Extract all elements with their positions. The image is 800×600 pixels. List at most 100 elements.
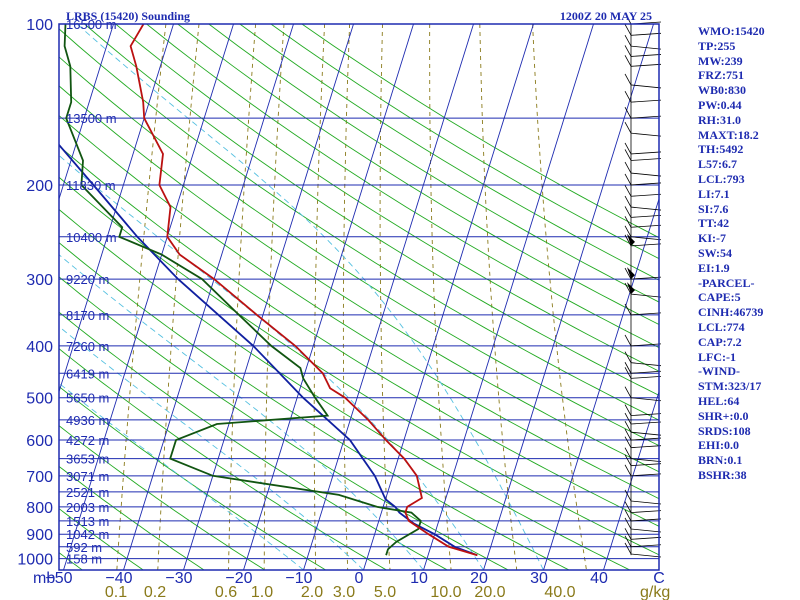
wind-barb-staff (630, 312, 662, 316)
mixing-ratio-unit: g/kg (640, 584, 670, 600)
wind-barb-feather (624, 447, 632, 459)
temperature-tick-label: −30 (165, 570, 192, 587)
dry-adiabat (239, 24, 659, 281)
index-item: EHI:0.0 (698, 438, 740, 453)
temperature-tick-label: −40 (105, 570, 132, 587)
moist-adiabat (76, 24, 544, 570)
wind-barb-feather (624, 267, 632, 280)
height-label: 13500 m (66, 111, 117, 126)
wind-barb-feather (624, 55, 632, 67)
wind-barb-feather (624, 420, 632, 433)
wind-barb (624, 34, 662, 50)
mixing-ratio-label: 20.0 (474, 584, 505, 600)
isotherm (183, 24, 354, 570)
mixing-ratio-label: 2.0 (301, 584, 323, 600)
wind-barb-feather (624, 34, 632, 47)
wind-barb-feather (624, 45, 632, 57)
wind-barb-staff (630, 536, 662, 540)
temperature-tick-label: 0 (355, 570, 364, 587)
mixing-ratio-label: 0.6 (215, 584, 237, 600)
dry-adiabat (59, 28, 659, 421)
index-item: -WIND- (698, 364, 740, 379)
isotherm (603, 390, 659, 570)
dry-adiabat (59, 508, 144, 570)
wind-barb-staff (630, 544, 662, 548)
wind-barb (624, 501, 662, 513)
dry-adiabat (59, 56, 659, 447)
pressure-tick-label: 600 (26, 433, 53, 450)
index-item: LCL:793 (698, 171, 745, 186)
wind-barb-feather (624, 436, 632, 448)
height-label: 8170 m (66, 308, 109, 323)
temperature-tick-label: −20 (225, 570, 252, 587)
wind-barb-feather (624, 362, 632, 374)
wind-barb (624, 489, 662, 505)
wind-barb-staff (630, 293, 662, 298)
temperature-line (129, 24, 478, 557)
wind-barb-staff (630, 421, 662, 425)
index-item: LI:7.1 (698, 186, 730, 201)
height-label: 3071 m (66, 469, 109, 484)
dry-adiabat (59, 85, 659, 473)
wind-barb-staff (630, 115, 662, 119)
wind-barb (624, 149, 662, 161)
index-item: STM:323/17 (698, 379, 762, 394)
wind-barb-feather (624, 173, 632, 186)
height-label: 2521 m (66, 485, 109, 500)
isotherm (63, 24, 234, 570)
wind-barb (624, 303, 662, 316)
wind-barb (624, 351, 662, 367)
wind-barb-feather (624, 501, 632, 513)
index-item: MW:239 (698, 53, 743, 68)
wind-barb-feather (624, 517, 632, 530)
index-item: BRN:0.1 (698, 453, 743, 468)
wind-barb-feather (624, 185, 632, 197)
wind-barb-staff (630, 45, 662, 50)
wind-barb-feather (624, 454, 632, 466)
height-label: 6419 m (66, 366, 109, 381)
wind-barb-staff (630, 458, 662, 463)
dry-adiabat (208, 24, 659, 303)
wind-barb-staff (630, 151, 662, 155)
dry-adiabat (59, 208, 631, 570)
background-grid (59, 24, 659, 570)
height-label: 1513 m (66, 514, 109, 529)
wind-barb-staff (630, 518, 662, 522)
moist-adiabat (59, 254, 424, 570)
mixing-ratio-label: 5.0 (374, 584, 396, 600)
wind-barb (624, 45, 662, 57)
wind-barb (624, 334, 662, 347)
wind-barb-feather (624, 225, 632, 237)
indices-panel: WMO:15420 TP:255 MW:239 FRZ:751 WB0:830 PW:0.… (698, 24, 798, 483)
wind-barb-staff (630, 63, 662, 67)
wind-barb (624, 161, 662, 177)
index-item: WMO:15420 (698, 24, 765, 38)
wind-barb (624, 367, 662, 379)
temperature-tick-label: 20 (470, 570, 488, 587)
wind-barb-feather (624, 282, 632, 295)
pressure-tick-label: 200 (26, 178, 53, 195)
wind-barb-staff (630, 375, 662, 379)
height-label: 9220 m (66, 272, 109, 287)
wind-barb-feather (624, 12, 632, 25)
index-item: TP:255 (698, 38, 736, 53)
wind-axis-label: C (653, 570, 665, 587)
wind-barb-feather (624, 216, 632, 228)
wind-barb-pennant (627, 282, 635, 295)
height-label: 592 m (66, 540, 102, 555)
wind-barb-staff (630, 528, 662, 533)
wind-barb (624, 233, 662, 247)
wind-barb (624, 282, 662, 298)
wind-barb (624, 90, 662, 103)
wind-barb-feather (624, 106, 632, 119)
wind-barb-feather (624, 404, 632, 416)
wind-barb-staff (630, 362, 662, 367)
height-label: 3653 m (66, 452, 109, 467)
wind-barb-feather (624, 542, 632, 555)
index-item: MAXT:18.2 (698, 127, 759, 142)
wind-barb (624, 142, 662, 155)
temperature-tick-label: 10 (410, 570, 428, 587)
wind-barb-feather (624, 195, 632, 208)
wind-barb-feather (624, 334, 632, 347)
